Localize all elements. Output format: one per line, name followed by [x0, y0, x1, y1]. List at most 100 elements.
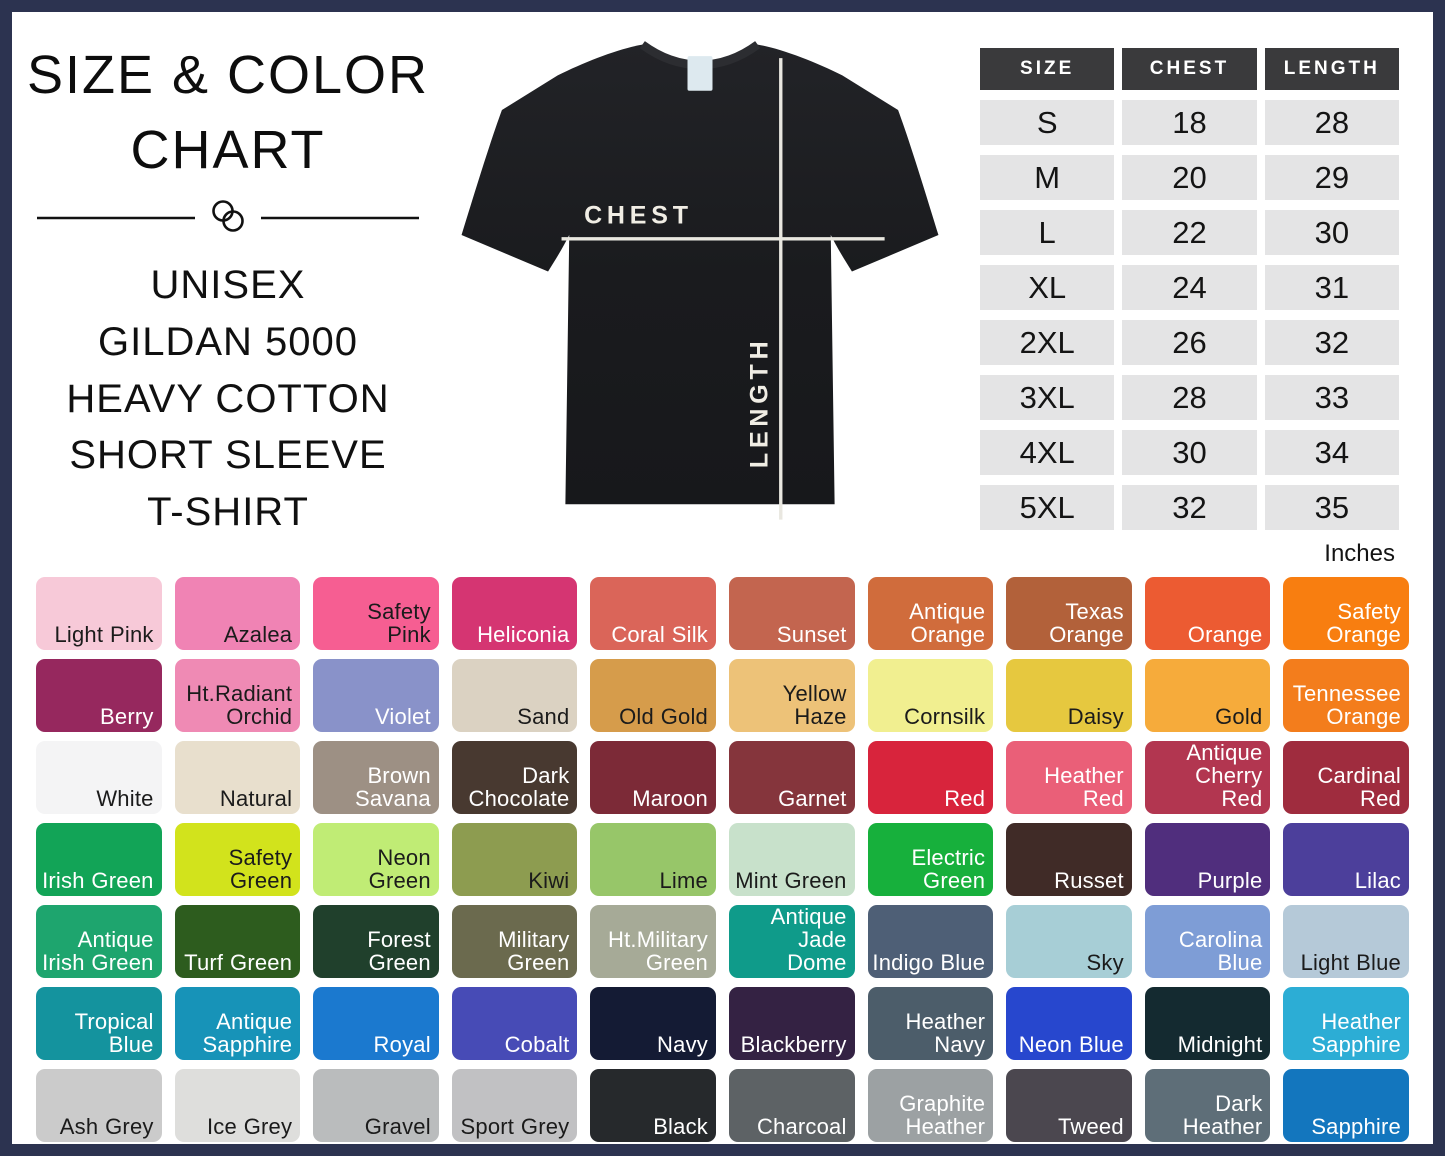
color-swatch: Cardinal Red	[1283, 741, 1409, 814]
size-table-cell: 30	[1122, 430, 1257, 475]
color-swatch: Mint Green	[728, 823, 855, 896]
size-table-body: S 18 28 M 20 29 L 22 30 XL 24 31 2XL 26 32 3XL 28 33 4XL 30…	[980, 100, 1399, 530]
top-section: SIZE & COLOR CHART UNISEX GILDAN 5000 HE…	[12, 12, 1433, 567]
color-swatch: Natural	[174, 741, 301, 814]
size-table-cell: 33	[1264, 375, 1399, 420]
color-swatch: Charcoal	[728, 1069, 855, 1142]
size-table: SIZE CHEST LENGTH S 18 28 M 20 29 L 22 30 XL 24 31 2…	[956, 12, 1433, 567]
color-swatch-label: Daisy	[1067, 703, 1124, 729]
size-table-cell: 31	[1264, 265, 1399, 310]
size-table-cell: 22	[1122, 210, 1257, 255]
size-table-cell: L	[980, 210, 1115, 255]
color-swatch: Sapphire	[1283, 1069, 1409, 1142]
color-swatch: Electric Green	[867, 823, 994, 896]
size-table-cell: 29	[1264, 155, 1399, 200]
color-swatch: Daisy	[1006, 659, 1132, 732]
color-swatch: Light Pink	[36, 577, 162, 650]
color-swatch-label: Irish Green	[42, 867, 154, 893]
color-swatch-label: Sunset	[776, 621, 847, 647]
color-swatch: Graphite Heather	[867, 1069, 994, 1142]
size-table-cell: XL	[980, 265, 1115, 310]
color-swatch-label: White	[96, 785, 154, 811]
size-table-cell: 3XL	[980, 375, 1115, 420]
size-table-cell: 18	[1122, 100, 1257, 145]
color-swatch: Texas Orange	[1006, 577, 1132, 650]
color-swatch: Maroon	[590, 741, 716, 814]
color-swatch: Azalea	[174, 577, 301, 650]
color-swatch: Antique Jade Dome	[728, 905, 855, 978]
color-swatch-label: Carolina Blue	[1178, 926, 1263, 975]
color-swatch-label: Indigo Blue	[872, 949, 986, 975]
color-swatch: Ht.Military Green	[590, 905, 716, 978]
color-grid: Light Pink Azalea Safety Pink Heliconia Cora…	[36, 577, 1409, 1142]
size-table-cell: 34	[1264, 430, 1399, 475]
color-swatch-label: Old Gold	[619, 703, 708, 729]
color-swatch: Lilac	[1283, 823, 1409, 896]
color-swatch-label: Brown Savana	[354, 762, 431, 811]
color-swatch: Antique Irish Green	[36, 905, 162, 978]
color-swatch: Irish Green	[36, 823, 162, 896]
color-swatch-label: Dark Chocolate	[468, 762, 570, 811]
size-table-row: 2XL 26 32	[980, 320, 1399, 365]
size-table-cell: 32	[1264, 320, 1399, 365]
size-table-cell: 28	[1122, 375, 1257, 420]
page-title-line1: SIZE & COLOR	[26, 45, 430, 105]
color-swatch: Old Gold	[590, 659, 716, 732]
size-table-header-length: LENGTH	[1264, 48, 1399, 90]
color-swatch-label: Cornsilk	[904, 703, 986, 729]
color-swatch-label: Heather Red	[1044, 762, 1124, 811]
color-swatch: Neon Green	[313, 823, 439, 896]
color-swatch: Yellow Haze	[728, 659, 855, 732]
color-swatch-label: Texas Orange	[1049, 598, 1124, 647]
color-swatch: Garnet	[728, 741, 855, 814]
color-swatch: Coral Silk	[590, 577, 716, 650]
color-swatch: Tennessee Orange	[1283, 659, 1409, 732]
tshirt-icon: CHEST LENGTH	[461, 41, 939, 520]
color-swatch-label: Natural	[219, 785, 293, 811]
color-swatch-label: Cobalt	[504, 1031, 570, 1057]
color-swatch-label: Safety Green	[228, 844, 293, 893]
color-swatch: Brown Savana	[313, 741, 439, 814]
color-swatch: Russet	[1006, 823, 1132, 896]
size-table-cell: 26	[1122, 320, 1257, 365]
color-swatch-label: Violet	[374, 703, 431, 729]
color-swatch: Ice Grey	[174, 1069, 301, 1142]
color-swatch-label: Lilac	[1354, 867, 1401, 893]
color-swatch-label: Red	[944, 785, 986, 811]
color-swatch: Dark Heather	[1144, 1069, 1271, 1142]
color-swatch-label: Orange	[1187, 621, 1263, 647]
color-swatch: Kiwi	[451, 823, 578, 896]
size-table-cell: 4XL	[980, 430, 1115, 475]
size-table-row: 4XL 30 34	[980, 430, 1399, 475]
size-table-row: 5XL 32 35	[980, 485, 1399, 530]
chest-label: CHEST	[584, 201, 693, 229]
color-swatch: Turf Green	[174, 905, 301, 978]
ornament-divider	[35, 197, 421, 237]
color-swatch-label: Heather Navy	[905, 1008, 986, 1057]
color-swatch: Forest Green	[313, 905, 439, 978]
color-swatch-label: Purple	[1197, 867, 1263, 893]
color-swatch-label: Mint Green	[735, 867, 847, 893]
size-table-row: M 20 29	[980, 155, 1399, 200]
color-swatch: Lime	[590, 823, 716, 896]
color-swatch-label: Military Green	[498, 926, 570, 975]
color-swatch-label: Sapphire	[1311, 1113, 1401, 1139]
size-table-row: S 18 28	[980, 100, 1399, 145]
shirt-measure-figure: CHEST LENGTH	[444, 12, 956, 564]
color-swatch: Safety Orange	[1283, 577, 1409, 650]
color-swatch: Neon Blue	[1006, 987, 1132, 1060]
size-table-cell: 2XL	[980, 320, 1115, 365]
color-swatch-label: Ht.Radiant Orchid	[186, 680, 293, 729]
color-swatch: Royal	[313, 987, 439, 1060]
size-table-row: XL 24 31	[980, 265, 1399, 310]
color-swatch-label: Gold	[1215, 703, 1263, 729]
color-swatch-label: Lime	[659, 867, 708, 893]
color-swatch-label: Azalea	[223, 621, 293, 647]
color-swatch: Antique Sapphire	[174, 987, 301, 1060]
color-swatch-label: Garnet	[778, 785, 847, 811]
title-block: SIZE & COLOR CHART UNISEX GILDAN 5000 HE…	[12, 12, 444, 564]
color-swatch-label: Charcoal	[756, 1113, 847, 1139]
page-title-line2: CHART	[130, 119, 326, 180]
size-table-header-row: SIZE CHEST LENGTH	[980, 48, 1399, 90]
color-swatch: Red	[867, 741, 994, 814]
